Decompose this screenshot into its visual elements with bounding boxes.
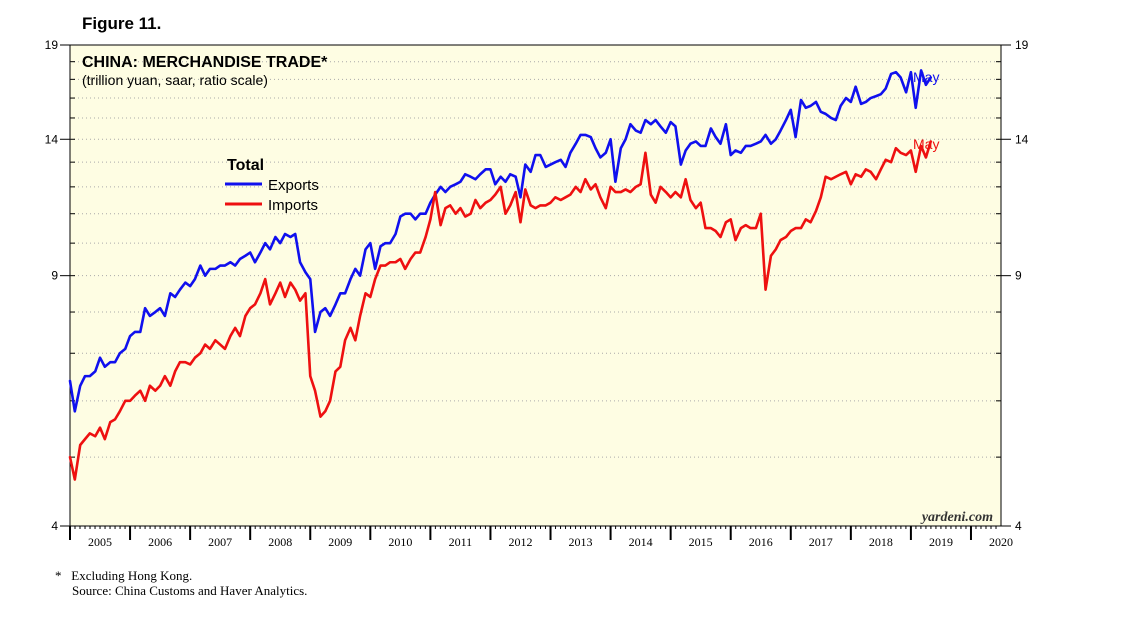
- x-tick-label: 2009: [328, 535, 352, 549]
- x-tick-label: 2007: [208, 535, 232, 549]
- x-tick-label: 2016: [749, 535, 773, 549]
- y-tick-label-left: 4: [51, 519, 58, 533]
- footnote-note: Excluding Hong Kong.: [71, 568, 193, 583]
- x-tick-label: 2012: [508, 535, 532, 549]
- y-tick-label-right: 19: [1015, 38, 1029, 52]
- watermark: yardeni.com: [920, 510, 993, 525]
- chart-subtitle: (trillion yuan, saar, ratio scale): [82, 72, 268, 88]
- imports-line: [68, 140, 933, 481]
- x-tick-label: 2005: [88, 535, 112, 549]
- y-tick-label-left: 19: [45, 38, 59, 52]
- x-tick-label: 2018: [869, 535, 893, 549]
- x-tick-label: 2011: [449, 535, 473, 549]
- y-tick-label-left: 9: [51, 269, 58, 283]
- legend-label-imports: Imports: [268, 197, 318, 214]
- footnote: * Excluding Hong Kong. Source: China Cus…: [55, 568, 307, 598]
- plot-background: [69, 44, 1002, 527]
- y-tick-label-left: 14: [45, 132, 59, 146]
- series: [68, 69, 933, 481]
- imports-end-label: May: [913, 136, 939, 152]
- x-tick-label: 2010: [388, 535, 412, 549]
- x-tick-label: 2020: [989, 535, 1013, 549]
- x-tick-label: 2017: [809, 535, 833, 549]
- x-tick-label: 2019: [929, 535, 953, 549]
- x-tick-label: 2008: [268, 535, 292, 549]
- footnote-marker: *: [55, 568, 62, 583]
- exports-line: [68, 69, 933, 413]
- y-tick-label-right: 14: [1015, 132, 1029, 146]
- exports-end-label: May: [913, 69, 939, 85]
- x-tick-label: 2014: [629, 535, 653, 549]
- figure-label: Figure 11.: [82, 14, 162, 33]
- x-tick-label: 2015: [689, 535, 713, 549]
- chart-title: CHINA: MERCHANDISE TRADE*: [82, 54, 328, 71]
- x-tick-label: 2006: [148, 535, 172, 549]
- legend-label-exports: Exports: [268, 177, 319, 194]
- y-tick-label-right: 9: [1015, 269, 1022, 283]
- legend-title: Total: [227, 157, 264, 174]
- axes: 4 4 9 9 14 14 19 19 2005 2006 2007 2008 2009 2010 2011…: [45, 38, 1029, 549]
- footnote-source: Source: China Customs and Haver Analytic…: [72, 583, 308, 598]
- y-tick-label-right: 4: [1015, 519, 1022, 533]
- x-tick-label: 2013: [569, 535, 593, 549]
